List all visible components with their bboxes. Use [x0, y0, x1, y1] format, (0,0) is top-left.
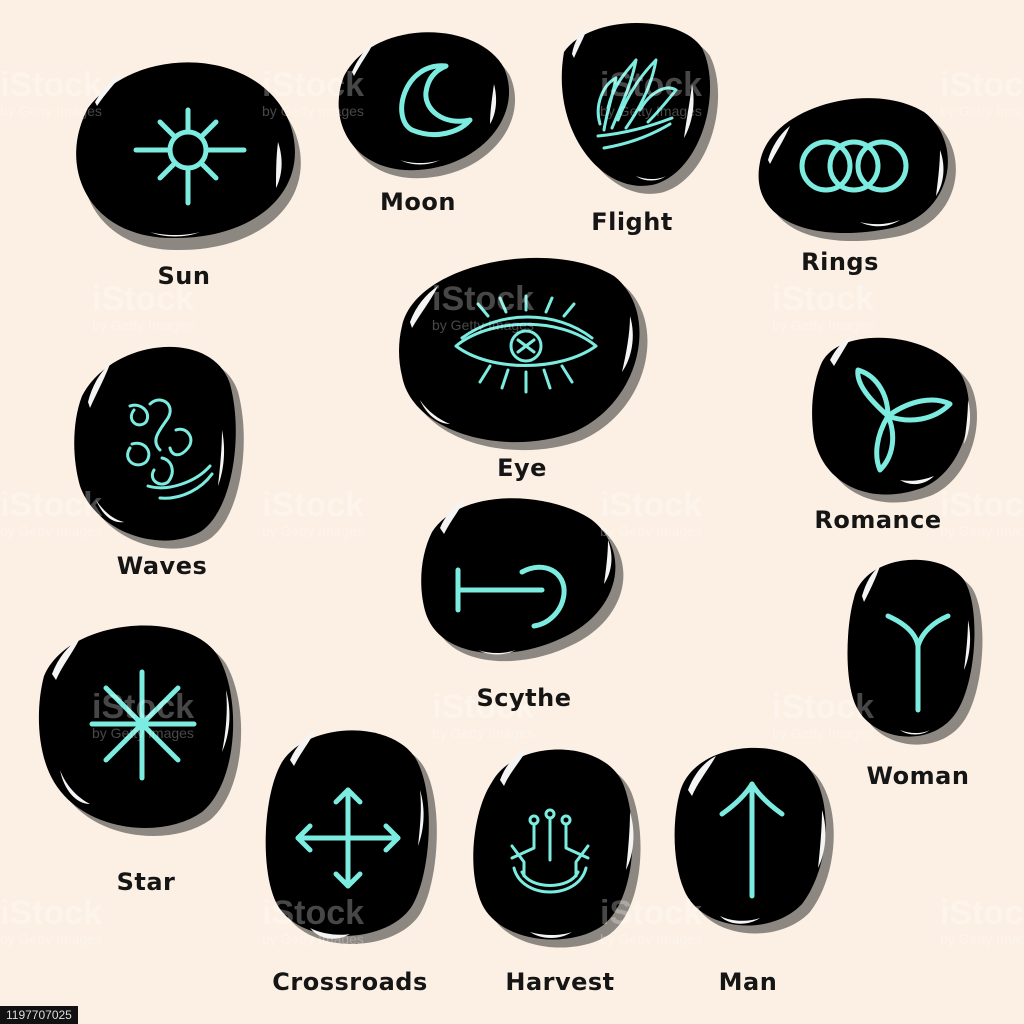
stone-sun: [76, 62, 301, 251]
label-sun: Sun: [157, 262, 211, 290]
label-waves: Waves: [116, 552, 208, 580]
label-moon: Moon: [380, 188, 456, 216]
label-flight: Flight: [591, 208, 673, 236]
eye-rune-icon: [454, 294, 598, 394]
stone-flight: [561, 22, 719, 194]
moon-rune-icon: [399, 63, 473, 138]
stone-star: [38, 625, 242, 836]
stone-scythe: [421, 498, 624, 662]
stone-eye: [399, 257, 648, 451]
stone-moon: [338, 32, 516, 179]
scythe-rune-icon: [455, 564, 567, 629]
flight-rune-icon: [596, 58, 678, 150]
stone-rings: [758, 98, 956, 242]
label-eye: Eye: [497, 454, 547, 482]
label-rings: Rings: [801, 248, 879, 276]
label-man: Man: [718, 968, 778, 996]
label-scythe: Scythe: [476, 684, 572, 712]
rings-rune-icon: [799, 139, 909, 193]
label-star: Star: [116, 868, 176, 896]
woman-rune-icon: [885, 613, 951, 713]
stone-crossroads: [265, 730, 437, 945]
star-rune-icon: [89, 669, 197, 781]
stock-id-badge: 1197707025: [0, 1006, 78, 1024]
label-romance: Romance: [814, 506, 942, 534]
man-rune-icon: [719, 781, 785, 899]
stone-harvest: [473, 748, 641, 948]
stone-romance: [812, 336, 977, 503]
romance-rune-icon: [855, 367, 953, 473]
label-harvest: Harvest: [505, 968, 615, 996]
waves-rune-icon: [126, 398, 214, 500]
label-woman: Woman: [866, 762, 970, 790]
crossroads-rune-icon: [295, 787, 401, 889]
stone-woman: [847, 559, 983, 745]
stone-man: [674, 747, 834, 934]
harvest-rune-icon: [510, 808, 590, 894]
sun-rune-icon: [133, 107, 247, 206]
stone-waves: [74, 346, 244, 549]
label-crossroads: Crossroads: [272, 968, 428, 996]
